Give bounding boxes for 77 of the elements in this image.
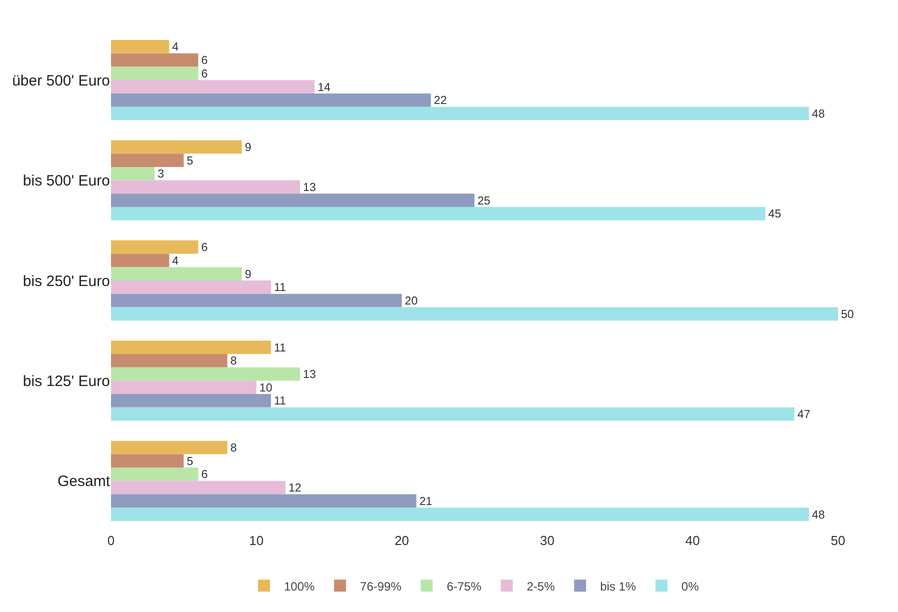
bar: [111, 440, 228, 454]
legend-label: bis 1%: [600, 579, 636, 594]
bar: [111, 267, 242, 280]
data-label: 13: [303, 369, 316, 382]
bar: [111, 280, 271, 294]
x-tick-label: 40: [685, 533, 700, 548]
data-label: 50: [841, 308, 854, 321]
data-label: 6: [201, 242, 208, 254]
x-tick-label: 0: [107, 533, 115, 548]
data-label: 3: [158, 168, 164, 181]
bar: [111, 180, 300, 194]
bar: [111, 407, 794, 421]
data-label: 48: [812, 108, 825, 121]
bar: [111, 53, 198, 67]
bar: [111, 240, 198, 254]
data-label: 25: [478, 195, 490, 208]
y-tick-label: bis 500' Euro: [22, 172, 110, 190]
bar: [111, 394, 271, 408]
y-tick-label: bis 125' Euro: [22, 372, 110, 390]
bar: [111, 494, 416, 508]
data-label: 8: [230, 442, 237, 455]
bar: [111, 480, 286, 494]
bar: [111, 80, 315, 94]
bar: [111, 380, 256, 394]
bar: [111, 194, 474, 208]
data-label: 45: [768, 208, 782, 221]
data-label: 6: [201, 469, 208, 482]
data-label: 11: [274, 282, 286, 294]
data-label: 11: [274, 396, 286, 408]
data-label: 6: [201, 55, 208, 68]
data-label: 4: [172, 42, 180, 54]
data-label: 21: [419, 496, 432, 508]
legend-label: 100%: [284, 579, 316, 594]
data-label: 5: [186, 456, 194, 468]
bar: [111, 140, 242, 154]
x-tick-label: 30: [540, 533, 554, 548]
data-label: 5: [186, 155, 194, 168]
bar: [111, 468, 198, 481]
legend-label: 0%: [681, 579, 700, 594]
data-label: 8: [230, 356, 237, 368]
bar: [111, 154, 184, 167]
bar: [111, 254, 170, 268]
bar: [111, 454, 184, 468]
data-label: 20: [404, 296, 418, 308]
bar: [111, 340, 271, 354]
bar: [111, 367, 300, 381]
data-label: 10: [259, 382, 272, 394]
bar: [111, 508, 809, 521]
legend-label: 76-99%: [360, 579, 402, 594]
bar: [111, 93, 431, 107]
x-tick-label: 20: [394, 533, 410, 548]
bar: [111, 106, 809, 120]
y-tick-label: Gesamt: [57, 473, 111, 490]
y-tick-label: bis 250' Euro: [22, 272, 110, 290]
data-label: 47: [797, 409, 810, 422]
data-label: 11: [274, 342, 286, 354]
bar: [111, 166, 155, 180]
data-label: 4: [172, 255, 180, 268]
bar: [111, 207, 766, 220]
bar: [111, 294, 402, 308]
data-label: 13: [303, 182, 316, 194]
legend-label: 6-75%: [446, 579, 482, 594]
data-label: 9: [244, 142, 252, 154]
x-tick-label: 50: [830, 533, 846, 548]
data-label: 48: [812, 509, 825, 522]
data-label: 14: [318, 82, 331, 94]
bar: [111, 307, 838, 321]
bar: [111, 66, 198, 80]
x-tick-label: 10: [249, 533, 264, 548]
data-label: 12: [288, 482, 302, 495]
data-label: 22: [434, 95, 447, 108]
y-tick-label: über 500' Euro: [12, 72, 110, 90]
legend-label: 2-5%: [526, 579, 556, 594]
bar: [111, 40, 170, 54]
bar: [111, 354, 228, 368]
data-label: 6: [201, 68, 208, 80]
data-label: 9: [244, 268, 252, 281]
